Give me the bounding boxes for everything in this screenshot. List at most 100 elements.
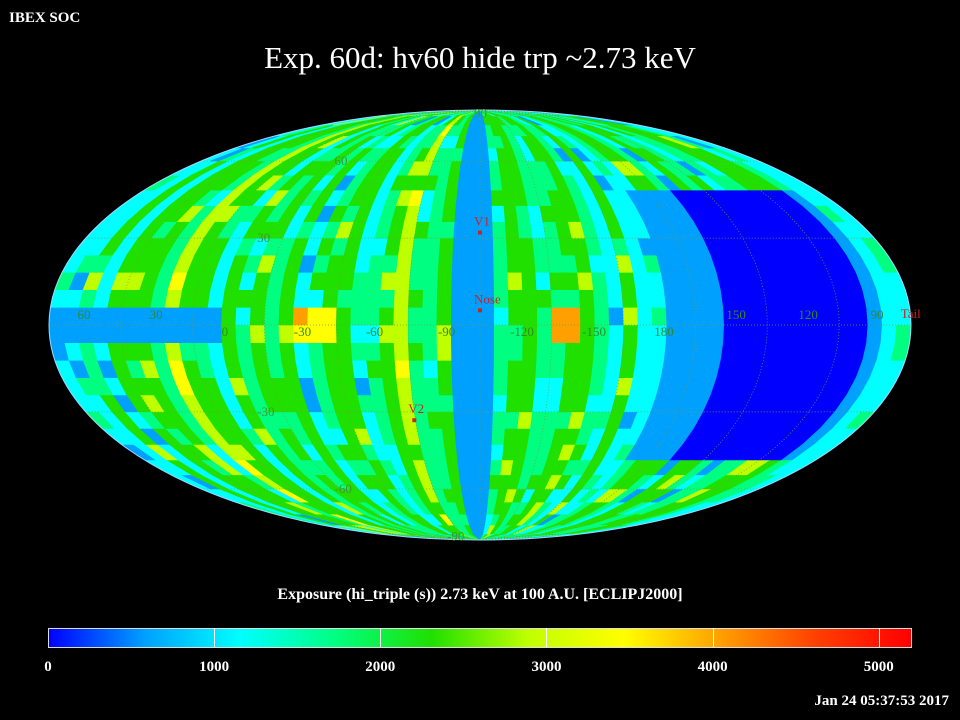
- exposure-cell: [422, 359, 439, 379]
- exposure-cell: [427, 221, 443, 239]
- exposure-cell: [454, 205, 469, 222]
- exposure-cell: [441, 205, 457, 222]
- latitude-label: -60: [335, 481, 352, 496]
- exposure-cell: [134, 307, 152, 326]
- marker-dot: [478, 230, 482, 235]
- exposure-cell: [393, 289, 410, 308]
- exposure-cell: [467, 428, 481, 445]
- marker-dot: [412, 418, 417, 423]
- exposure-cell: [621, 289, 638, 308]
- exposure-cell: [491, 428, 506, 445]
- exposure-cell: [493, 359, 509, 379]
- exposure-cell: [577, 271, 594, 291]
- longitude-label: 60: [77, 307, 90, 322]
- exposure-cell: [837, 307, 854, 326]
- exposure-cell: [413, 221, 430, 239]
- exposure-cell: [221, 307, 237, 326]
- exposure-cell: [808, 324, 826, 343]
- exposure-cell: [408, 289, 424, 308]
- exposure-cell: [489, 174, 503, 191]
- exposure-cell: [407, 324, 424, 343]
- exposure-cell: [823, 324, 840, 343]
- exposure-cell: [651, 307, 668, 326]
- exposure-cell: [192, 307, 209, 326]
- exposure-cell: [250, 342, 268, 361]
- exposure-cell: [249, 307, 266, 326]
- colorbar-tick-label: 0: [44, 659, 52, 675]
- exposure-cell: [536, 324, 553, 343]
- exposure-cell: [469, 474, 481, 490]
- exposure-cell: [823, 307, 840, 326]
- exposure-cell: [561, 377, 578, 396]
- longitude-label: 30: [150, 307, 163, 322]
- longitude-line: [335, 110, 481, 540]
- exposure-cell: [437, 359, 453, 379]
- latitude-label: 30: [257, 230, 270, 245]
- longitude-line: [479, 110, 768, 540]
- exposure-cell: [479, 174, 492, 191]
- exposure-cell: [680, 324, 696, 343]
- exposure-cell: [410, 254, 426, 273]
- exposure-cell: [694, 324, 711, 343]
- exposure-cell: [423, 377, 440, 396]
- exposure-cell: [337, 271, 355, 291]
- exposure-cell: [120, 324, 137, 343]
- exposure-cell: [493, 342, 509, 361]
- exposure-cell: [472, 513, 481, 526]
- exposure-cell: [465, 377, 481, 396]
- exposure-cell: [398, 237, 415, 256]
- exposure-cell: [408, 342, 424, 361]
- exposure-cell: [264, 289, 282, 308]
- exposure-cell: [780, 307, 797, 326]
- exposure-cell: [534, 377, 550, 396]
- exposure-cell: [549, 271, 566, 291]
- exposure-cell: [479, 254, 495, 273]
- marker-tail: Tail: [901, 306, 921, 321]
- exposure-cell: [621, 342, 638, 361]
- exposure-cell: [479, 377, 495, 396]
- exposure-cell: [322, 342, 339, 361]
- exposure-cell: [307, 307, 323, 326]
- marker-v2: V2: [408, 401, 424, 423]
- exposure-cell: [635, 342, 653, 361]
- exposure-cell: [323, 359, 342, 379]
- longitude-label: 120: [798, 307, 818, 322]
- exposure-cell: [706, 289, 724, 308]
- longitude-label: -60: [366, 324, 383, 339]
- exposure-cell: [278, 307, 295, 326]
- exposure-cell: [451, 342, 467, 361]
- exposure-cell: [408, 359, 425, 379]
- exposure-cell: [851, 324, 869, 343]
- exposure-cell: [508, 289, 524, 308]
- exposure-cell: [457, 174, 471, 191]
- exposure-cell: [492, 221, 507, 239]
- exposure-cell: [452, 394, 468, 413]
- marker-nose: Nose: [474, 291, 501, 313]
- exposure-cell: [465, 324, 481, 343]
- exposure-cell: [492, 237, 508, 256]
- longitude-label: 150: [726, 307, 746, 322]
- exposure-cell: [622, 324, 639, 343]
- exposure-cell: [479, 359, 495, 379]
- exposure-cell: [465, 307, 481, 326]
- exposure-cell: [490, 444, 505, 461]
- exposure-cell: [468, 459, 481, 476]
- exposure-cell: [851, 307, 869, 326]
- exposure-cell: [177, 307, 194, 326]
- exposure-cell: [608, 307, 624, 326]
- exposure-cell: [393, 307, 409, 326]
- exposure-cell: [446, 459, 460, 476]
- exposure-cell: [368, 254, 386, 273]
- exposure-cell: [649, 342, 667, 361]
- latitude-labels: 90 60 30 -30 -60 -90: [257, 105, 487, 543]
- exposure-cell: [521, 359, 538, 379]
- exposure-cell: [506, 377, 523, 396]
- exposure-cell: [522, 342, 538, 361]
- exposure-cell: [423, 254, 440, 273]
- exposure-cell: [350, 324, 366, 343]
- exposure-cell: [522, 289, 538, 308]
- exposure-cell: [678, 342, 696, 361]
- exposure-cell: [380, 359, 397, 379]
- exposure-cell: [422, 271, 439, 291]
- exposure-cell: [536, 289, 552, 308]
